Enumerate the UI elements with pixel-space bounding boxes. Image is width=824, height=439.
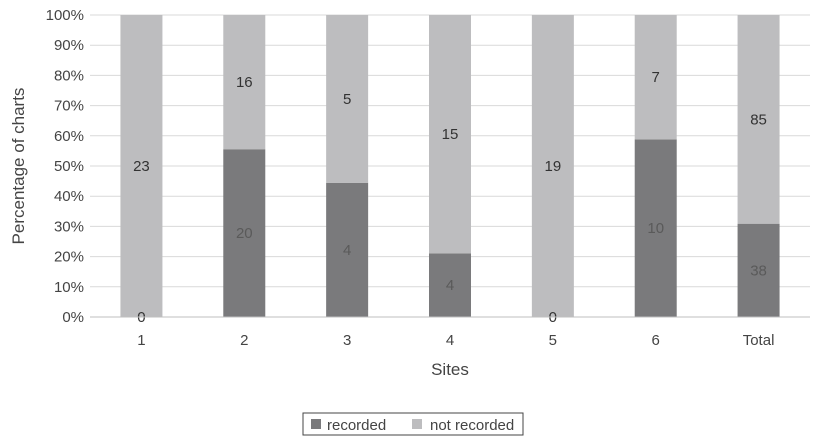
data-label-not-recorded: 19: [545, 158, 562, 175]
legend-label-recorded: recorded: [327, 417, 386, 434]
bar-not-recorded-4: [429, 15, 471, 254]
bar-not-recorded-2: [223, 15, 266, 150]
y-tick-label: 30%: [54, 218, 84, 235]
bar-recorded-2: [223, 149, 266, 317]
y-tick-label: 80%: [54, 67, 84, 84]
x-tick-label: 2: [240, 332, 248, 349]
y-axis-ticks: 0% 10% 20% 30% 40% 50% 60% 70% 80% 90% 100%: [46, 7, 84, 326]
y-tick-label: 40%: [54, 188, 84, 205]
data-label-recorded: 4: [343, 242, 351, 259]
data-label-not-recorded: 15: [442, 126, 459, 143]
y-axis-title: Percentage of charts: [9, 88, 28, 245]
data-label-not-recorded: 7: [652, 69, 660, 86]
bar-recorded-4: [429, 253, 471, 317]
x-tick-label: 6: [652, 332, 660, 349]
data-label-recorded: 4: [446, 277, 454, 294]
data-label-not-recorded: 5: [343, 91, 351, 108]
x-tick-label: Total: [743, 332, 775, 349]
y-tick-label: 20%: [54, 249, 84, 266]
bars: [120, 15, 780, 317]
bar-not-recorded-6: [634, 15, 677, 140]
x-tick-label: 4: [446, 332, 454, 349]
legend-label-not-recorded: not recorded: [430, 417, 514, 434]
legend-swatch-not-recorded: [412, 419, 422, 429]
x-tick-label: 1: [137, 332, 145, 349]
y-tick-label: 100%: [46, 7, 84, 24]
data-label-not-recorded: 16: [236, 74, 253, 91]
bar-not-recorded-total: [737, 15, 780, 224]
y-tick-label: 90%: [54, 37, 84, 54]
data-label-recorded: 10: [647, 220, 664, 237]
y-tick-label: 0%: [62, 309, 84, 326]
bar-not-recorded-3: [326, 15, 369, 183]
data-label-recorded: 20: [236, 225, 253, 242]
x-tick-label: 5: [549, 332, 557, 349]
x-tick-label: 3: [343, 332, 351, 349]
legend: recorded not recorded: [302, 412, 524, 436]
bar-not-recorded-1: [120, 15, 163, 317]
bar-recorded-total: [737, 223, 780, 317]
data-label-recorded: 38: [750, 262, 767, 279]
bar-not-recorded-5: [531, 15, 574, 317]
data-label-not-recorded: 23: [133, 158, 150, 175]
x-axis-title: Sites: [431, 360, 469, 379]
bar-recorded-3: [326, 182, 369, 317]
y-tick-label: 60%: [54, 128, 84, 145]
legend-swatch-recorded: [311, 419, 321, 429]
bar-recorded-6: [634, 139, 677, 317]
x-axis-ticks: 1 2 3 4 5 6 Total: [137, 332, 774, 349]
y-tick-label: 70%: [54, 98, 84, 115]
y-tick-label: 50%: [54, 158, 84, 175]
data-label-not-recorded: 85: [750, 111, 767, 128]
y-tick-label: 10%: [54, 279, 84, 296]
